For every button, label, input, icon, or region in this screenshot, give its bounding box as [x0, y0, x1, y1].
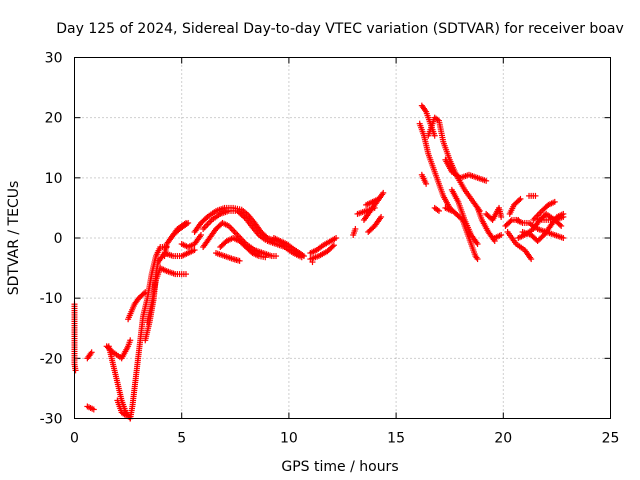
data-point [182, 271, 189, 278]
plot-frame [74, 57, 611, 419]
data-point [352, 225, 359, 232]
data-point [236, 257, 243, 264]
data-point [560, 235, 567, 241]
data-point [532, 192, 539, 199]
y-axis-label: SDTVAR / TECUs [6, 181, 22, 296]
data-point [127, 337, 134, 344]
x-tick-label: 20 [494, 431, 512, 447]
data-point [423, 180, 430, 187]
data-point [142, 289, 149, 296]
data-point [498, 231, 505, 238]
data-point [140, 290, 147, 297]
data-point [197, 231, 204, 238]
data-point [551, 198, 558, 205]
data-point [558, 222, 565, 229]
data-point [262, 254, 269, 261]
data-point [330, 242, 337, 249]
x-tick-label: 10 [280, 431, 298, 447]
y-tick-label: 30 [45, 51, 63, 67]
data-points [71, 102, 567, 422]
data-point [474, 241, 481, 248]
data-point [507, 218, 514, 225]
data-point [431, 132, 438, 139]
y-tick-label: 20 [45, 111, 63, 127]
data-point [375, 195, 382, 202]
data-point [483, 177, 490, 184]
data-point [298, 254, 305, 261]
y-tick-label: -30 [40, 412, 63, 428]
y-tick-label: -10 [40, 291, 63, 307]
y-tick-label: -20 [40, 351, 63, 367]
data-point [329, 243, 336, 250]
data-point [378, 213, 385, 220]
data-point [182, 219, 189, 226]
x-tick-label: 25 [602, 431, 620, 447]
data-point [309, 259, 316, 266]
data-point [380, 189, 387, 196]
x-tick-label: 0 [70, 431, 79, 447]
data-point [517, 195, 524, 202]
chart-title: Day 125 of 2024, Sidereal Day-to-day VTE… [56, 21, 624, 37]
data-point [72, 367, 79, 374]
data-point [448, 207, 455, 214]
data-point [191, 247, 198, 254]
y-tick-label: 10 [45, 171, 63, 187]
data-point [528, 256, 535, 263]
data-point [474, 256, 481, 263]
data-point [498, 213, 505, 220]
data-point [203, 215, 210, 222]
data-point [273, 253, 280, 260]
data-point [371, 204, 378, 211]
data-point [435, 207, 442, 214]
data-point [333, 235, 340, 241]
x-tick-label: 15 [387, 431, 405, 447]
data-point [88, 349, 95, 356]
data-point [90, 406, 97, 413]
data-point [516, 197, 523, 204]
x-tick-label: 5 [177, 431, 186, 447]
grid-lines [74, 57, 611, 419]
data-point [560, 213, 567, 220]
y-tick-label: 0 [54, 231, 63, 247]
data-point [122, 412, 129, 419]
x-axis-label: GPS time / hours [281, 459, 398, 475]
data-point [556, 221, 563, 228]
